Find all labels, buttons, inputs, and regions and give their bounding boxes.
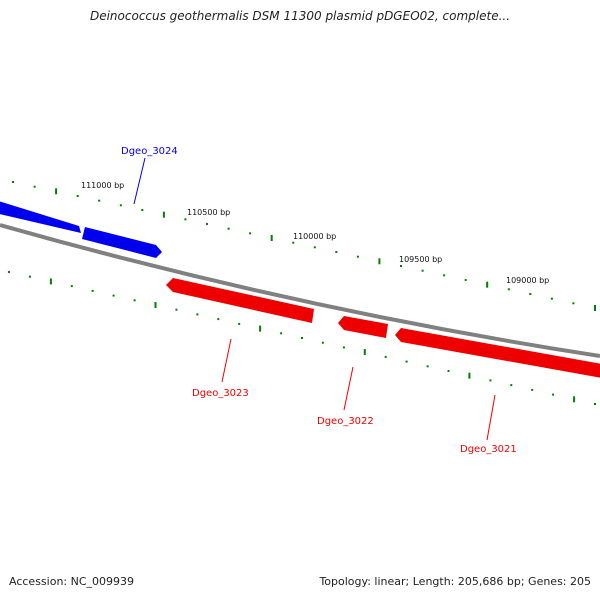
upper-tick-19	[421, 269, 424, 272]
upper-tick-7	[162, 211, 165, 218]
upper-tick-21	[464, 279, 467, 281]
leader-line-dgeo-3021	[486, 394, 496, 441]
upper-tick-5	[119, 204, 122, 207]
lower-tick-22	[468, 372, 471, 379]
upper-tick-27	[594, 305, 596, 311]
lower-tick-9	[196, 313, 199, 316]
gene-label-dgeo-3022[interactable]: Dgeo_3022	[317, 416, 374, 427]
lower-tick-26	[552, 393, 555, 396]
upper-tick-26	[572, 302, 575, 305]
gene-arrow-dgeo-3024-b[interactable]	[82, 227, 162, 258]
lower-tick-10	[217, 318, 220, 321]
gene-arrow-dgeo-3023[interactable]	[166, 278, 314, 323]
ruler-label-109000: 109000 bp	[506, 276, 549, 285]
upper-tick-9	[206, 223, 208, 225]
leader-line-dgeo-3024	[133, 157, 146, 205]
upper-tick-1	[33, 185, 36, 188]
lower-tick-24	[510, 384, 513, 387]
sequence-backbone	[0, 223, 600, 358]
gene-arrow-dgeo-3021[interactable]	[395, 328, 600, 378]
gene-label-dgeo-3021[interactable]: Dgeo_3021	[460, 444, 517, 455]
gene-arrow-dgeo-3024-a[interactable]	[0, 200, 81, 233]
lower-tick-14	[301, 337, 303, 339]
lower-tick-16	[342, 346, 345, 349]
lower-tick-3	[70, 285, 73, 288]
upper-tick-6	[141, 209, 144, 211]
upper-tick-25	[550, 297, 553, 300]
lower-tick-8	[175, 308, 178, 311]
ruler-label-111000: 111000 bp	[81, 181, 124, 190]
accession-text: Accession: NC_009939	[9, 575, 135, 588]
lower-tick-12	[259, 325, 262, 332]
ruler-label-110500: 110500 bp	[187, 208, 230, 217]
lower-tick-17	[363, 349, 366, 356]
upper-tick-10	[227, 227, 230, 230]
lower-tick-7	[154, 302, 157, 308]
ruler-label-110000: 110000 bp	[293, 232, 336, 241]
upper-tick-13	[292, 241, 295, 244]
lower-tick-1	[28, 275, 31, 278]
leader-line-dgeo-3022	[343, 366, 354, 411]
upper-tick-23	[507, 288, 510, 291]
lower-tick-0	[8, 271, 10, 273]
lower-tick-19	[405, 360, 408, 363]
upper-tick-24	[529, 293, 532, 295]
lower-tick-28	[594, 403, 596, 405]
upper-tick-18	[400, 265, 402, 267]
lower-tick-13	[280, 332, 283, 335]
leader-line-dgeo-3023	[221, 338, 232, 383]
lower-tick-23	[489, 379, 492, 382]
upper-tick-3	[76, 195, 79, 197]
lower-tick-21	[447, 370, 450, 372]
upper-tick-8	[184, 218, 187, 221]
upper-tick-12	[270, 235, 273, 241]
lower-tick-27	[573, 396, 576, 403]
lower-tick-20	[426, 365, 429, 368]
gene-label-dgeo-3024[interactable]: Dgeo_3024	[121, 146, 178, 157]
ruler-ticks-lower	[8, 271, 596, 405]
lower-tick-5	[112, 294, 115, 297]
ruler-label-109500: 109500 bp	[399, 255, 442, 264]
upper-tick-20	[443, 274, 446, 277]
gene-arrow-dgeo-3022[interactable]	[338, 316, 388, 338]
upper-tick-2	[55, 188, 58, 195]
lower-tick-4	[91, 289, 94, 292]
gene-label-dgeo-3023[interactable]: Dgeo_3023	[192, 388, 249, 399]
upper-tick-4	[98, 199, 101, 202]
upper-tick-16	[356, 255, 359, 258]
upper-tick-22	[486, 281, 489, 288]
upper-tick-15	[335, 251, 338, 253]
upper-tick-11	[249, 232, 252, 235]
ruler-ticks-upper	[12, 181, 596, 311]
upper-tick-0	[12, 181, 14, 183]
lower-tick-2	[49, 278, 52, 285]
summary-text: Topology: linear; Length: 205,686 bp; Ge…	[319, 575, 591, 588]
map-title: Deinococcus geothermalis DSM 11300 plasm…	[89, 9, 511, 23]
lower-tick-11	[238, 322, 241, 325]
upper-tick-17	[378, 258, 381, 265]
upper-tick-14	[313, 246, 316, 249]
lower-tick-6	[133, 299, 136, 302]
lower-tick-25	[531, 388, 534, 391]
lower-tick-18	[384, 355, 387, 358]
lower-tick-15	[321, 341, 324, 344]
